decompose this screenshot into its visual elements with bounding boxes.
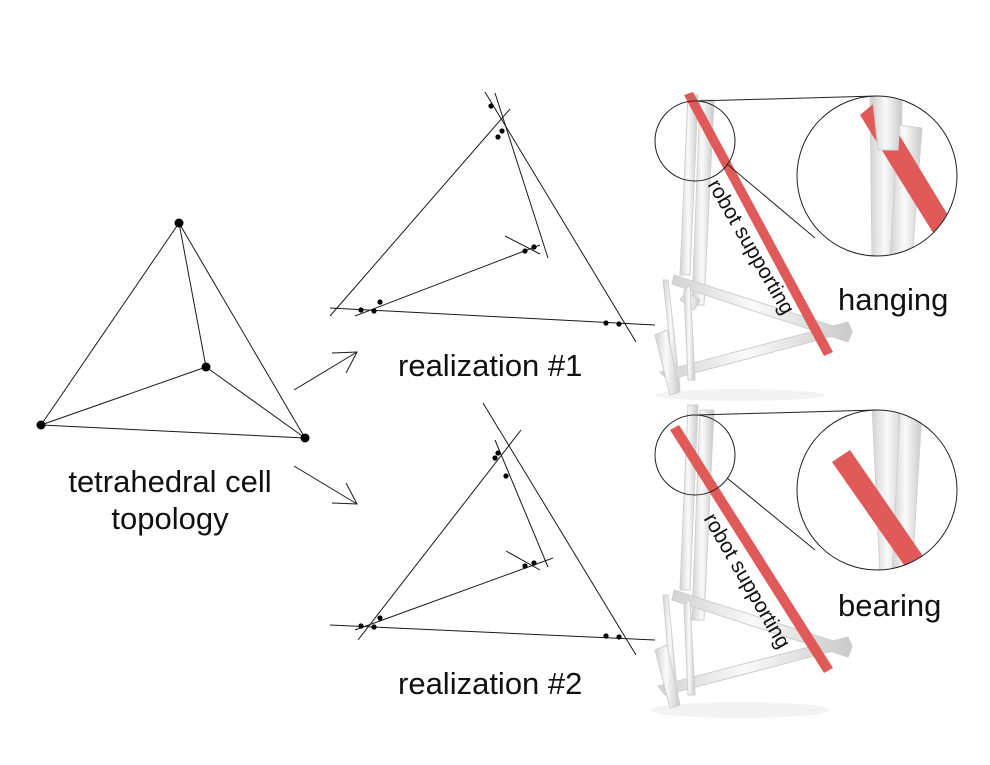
bearing-label: bearing	[838, 588, 942, 623]
topology-title-line1: tetrahedral cell	[68, 464, 272, 499]
robot-bar	[684, 92, 833, 356]
arrow-to-realization-2	[293, 465, 358, 505]
topology-edge	[40, 424, 306, 439]
render-hanging	[654, 92, 958, 401]
topology-edge	[205, 366, 306, 439]
arrow-to-realization-1	[293, 351, 358, 391]
realization-2-diagram	[329, 402, 656, 656]
realization-2-joints	[358, 450, 622, 640]
robot-bar	[670, 425, 833, 673]
topology-vertex	[201, 362, 211, 372]
topology-edge	[40, 366, 207, 426]
topology-title-line2: topology	[111, 501, 229, 536]
realization-1-diagram	[329, 91, 656, 343]
topology-edge	[40, 222, 180, 426]
realization-1-label: realization #1	[398, 348, 583, 383]
topology-title: tetrahedral cell topology	[40, 466, 300, 534]
topology-vertex	[300, 433, 310, 443]
topology-vertex	[174, 218, 184, 228]
render-bearing	[650, 404, 958, 718]
topology-edge	[178, 222, 306, 439]
realization-2-label: realization #2	[398, 666, 583, 701]
hanging-label: hanging	[838, 282, 949, 317]
topology-vertices	[36, 218, 310, 443]
topology-diagram	[40, 222, 306, 439]
realization-1-joints	[358, 103, 622, 327]
topology-edge	[178, 222, 207, 368]
topology-vertex	[36, 420, 46, 430]
